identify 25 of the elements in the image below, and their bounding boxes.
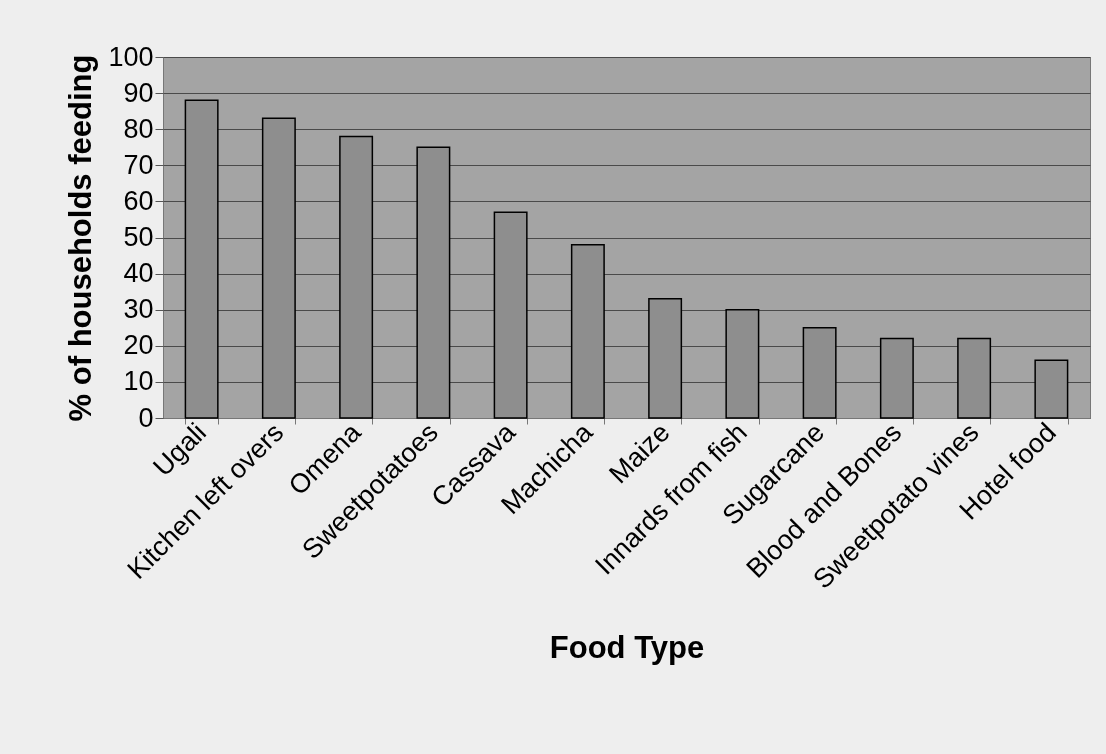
y-tick-label: 80 xyxy=(123,113,154,144)
bar xyxy=(957,337,992,419)
y-tick-label: 90 xyxy=(123,77,154,108)
y-tick-label: 10 xyxy=(123,366,154,397)
bar xyxy=(493,211,528,419)
bar xyxy=(184,99,219,419)
bar xyxy=(802,327,837,419)
bar xyxy=(725,308,760,419)
bar xyxy=(570,243,605,419)
y-tick-label: 70 xyxy=(123,149,154,180)
y-tick-label: 40 xyxy=(123,258,154,289)
bar xyxy=(416,146,451,419)
bar xyxy=(879,337,914,419)
bar xyxy=(648,298,683,419)
y-tick-label: 0 xyxy=(138,402,154,433)
y-tick-label: 30 xyxy=(123,294,154,325)
y-tick-label: 100 xyxy=(108,41,154,72)
y-tick-label: 60 xyxy=(123,185,154,216)
y-tick-label: 50 xyxy=(123,222,154,252)
bar xyxy=(1034,359,1069,419)
bar xyxy=(261,117,296,419)
x-axis-title: Food Type xyxy=(549,629,705,665)
bar xyxy=(339,135,374,419)
y-axis-title: % of households feeding xyxy=(63,54,99,422)
y-tick-label: 20 xyxy=(123,330,154,361)
